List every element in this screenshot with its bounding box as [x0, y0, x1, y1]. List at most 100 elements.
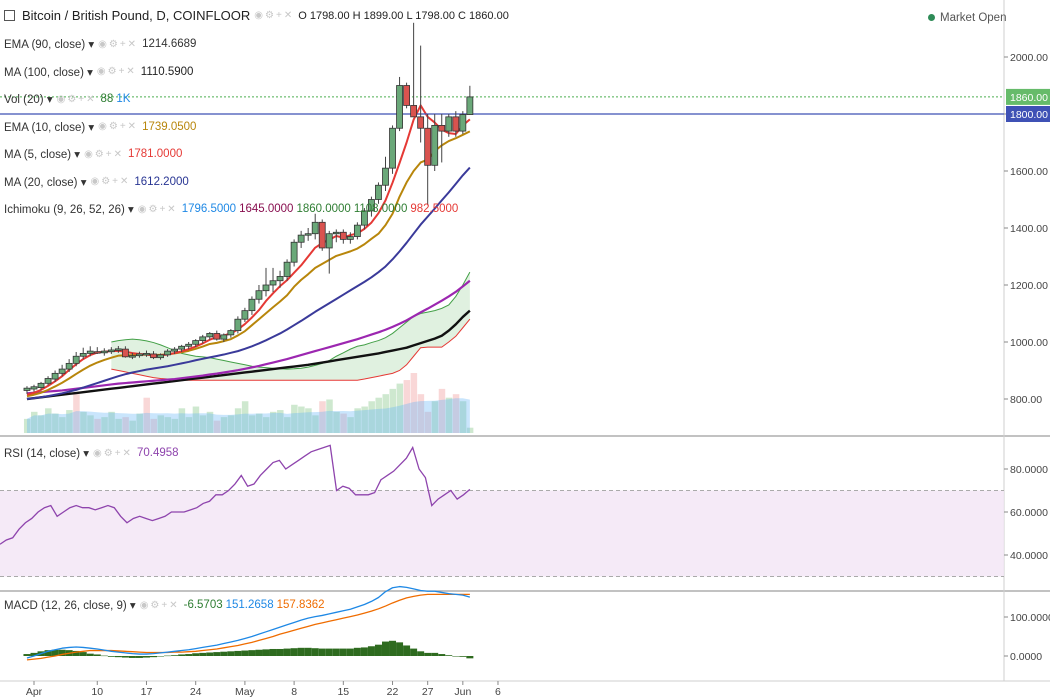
legend-controls[interactable]: ◉⚙+✕ — [96, 66, 137, 77]
macd-histogram-bar — [332, 648, 340, 656]
legend-controls[interactable]: ◉⚙+✕ — [137, 203, 178, 215]
macd-histogram-bar — [128, 656, 136, 658]
candle-body — [283, 261, 291, 277]
collapse-icon[interactable] — [4, 10, 15, 21]
candle-body — [86, 350, 94, 354]
legend-controls[interactable]: ◉⚙+✕ — [98, 38, 139, 50]
volume-bar — [234, 408, 242, 433]
indicator-legend[interactable]: MA (100, close) ▾ ◉⚙+✕ 1110.5900 — [4, 65, 196, 79]
candle-body — [220, 334, 228, 340]
candle-body — [389, 127, 396, 169]
macd-histogram-bar — [269, 648, 277, 656]
chart-title: Bitcoin / British Pound, D, COINFLOOR — [22, 8, 251, 23]
legend-controls[interactable]: ◉⚙+✕ — [254, 10, 295, 21]
chart-title-bar: Bitcoin / British Pound, D, COINFLOOR ◉⚙… — [4, 8, 509, 23]
candle-body — [227, 330, 235, 336]
volume-bar — [66, 410, 73, 433]
candle-body — [325, 233, 333, 249]
candle-body — [157, 354, 164, 359]
volume-bar — [45, 408, 52, 433]
macd-histogram-bar — [121, 656, 129, 658]
candle-body — [213, 333, 221, 340]
legend-controls[interactable]: ◉⚙+✕ — [139, 599, 180, 611]
macd-histogram-bar — [417, 651, 425, 656]
indicator-legend-value: 1781.0000 — [128, 148, 183, 160]
volume-bar — [136, 413, 143, 433]
macd-legend-value: 151.2658 — [225, 599, 274, 611]
volume-bar — [438, 388, 446, 433]
ohlc-readout: O 1798.00 H 1899.00 L 1798.00 C 1860.00 — [298, 9, 509, 22]
rsi-axis-tick-label: 60.0000 — [1010, 507, 1048, 519]
indicator-legend-value: 1108.0000 — [353, 203, 408, 215]
volume-ma-area — [26, 398, 470, 433]
volume-bar — [396, 383, 404, 433]
volume-bar — [284, 417, 291, 433]
indicator-legend[interactable]: Vol (20) ▾ ◉⚙+✕ 88 1K — [4, 92, 133, 106]
volume-bar — [361, 406, 368, 433]
macd-histogram-bar — [241, 650, 249, 656]
volume-bar — [185, 417, 193, 433]
macd-histogram-bar — [431, 652, 439, 656]
volume-bar — [291, 404, 298, 433]
rsi-band — [0, 490, 1004, 577]
macd-histogram-bar — [353, 647, 361, 656]
candle-body — [143, 352, 150, 356]
macd-histogram-bar — [445, 655, 453, 656]
volume-bar — [94, 418, 101, 433]
volume-bar — [255, 413, 263, 433]
candle-body — [44, 378, 52, 384]
indicator-legend-label: MA (100, close) ▾ — [4, 66, 93, 79]
time-axis-label: May — [235, 686, 256, 698]
macd-histogram-bar — [410, 648, 418, 656]
time-axis-label: 17 — [141, 686, 153, 698]
price-axis-tick-label: 1000.00 — [1010, 337, 1048, 349]
macd-legend[interactable]: MACD (12, 26, close, 9) ▾ ◉⚙+✕ -6.5703 151.… — [4, 598, 328, 612]
candle-body — [114, 348, 122, 351]
price-line-tag-bg — [1006, 106, 1050, 122]
candle-body — [452, 116, 460, 132]
volume-bar — [431, 401, 439, 433]
macd-histogram-bar — [44, 650, 52, 656]
candle-body — [107, 349, 115, 353]
rsi-legend[interactable]: RSI (14, close) ▾ ◉⚙+✕ 70.4958 — [4, 446, 182, 460]
candle-body — [100, 350, 108, 354]
candle-body — [72, 355, 80, 364]
macd-histogram-bar — [185, 654, 193, 656]
legend-controls[interactable]: ◉⚙+✕ — [84, 148, 124, 160]
candle-body — [445, 116, 453, 132]
indicator-legend[interactable]: EMA (90, close) ▾ ◉⚙+✕ 1214.6689 — [4, 37, 199, 51]
macd-histogram-bar — [452, 656, 460, 657]
legend-controls[interactable]: ◉⚙+✕ — [56, 93, 97, 105]
legend-controls[interactable]: ◉⚙+✕ — [90, 176, 131, 187]
volume-bar — [389, 388, 397, 433]
volume-bar — [171, 418, 179, 433]
time-axis-label: 27 — [422, 686, 434, 698]
legend-controls[interactable]: ◉⚙+✕ — [98, 121, 139, 132]
indicator-legend-value: 1K — [116, 93, 131, 105]
volume-bar — [277, 410, 284, 433]
candle-body — [297, 234, 305, 243]
indicator-legend[interactable]: MA (5, close) ▾ ◉⚙+✕ 1781.0000 — [4, 147, 185, 161]
macd-histogram-bar — [107, 656, 115, 657]
indicator-legend[interactable]: Ichimoku (9, 26, 52, 26) ▾ ◉⚙+✕ 1796.5000 1… — [4, 202, 461, 216]
volume-bar — [192, 406, 200, 433]
volume-bar — [403, 380, 411, 433]
macd-histogram-bar — [297, 647, 305, 656]
volume-bar — [38, 415, 45, 433]
candle-body — [255, 290, 263, 300]
indicator-legend[interactable]: MA (20, close) ▾ ◉⚙+✕ 1612.2000 — [4, 175, 192, 189]
volume-bar — [52, 413, 59, 433]
price-axis-tick-label: 2000.00 — [1010, 52, 1048, 64]
macd-histogram-bar — [304, 647, 312, 656]
macd-histogram-bar — [248, 650, 256, 656]
price-axis-tick-label: 1400.00 — [1010, 223, 1048, 235]
macd-histogram-bar — [424, 652, 432, 656]
volume-bar — [143, 397, 150, 433]
indicator-legend[interactable]: EMA (10, close) ▾ ◉⚙+✕ 1739.0500 — [4, 120, 199, 134]
indicator-legend-value: 1739.0500 — [142, 120, 197, 133]
candle-body — [150, 353, 157, 359]
candle-body — [269, 280, 277, 286]
legend-controls[interactable]: ◉⚙+✕ — [93, 447, 133, 459]
candle-body — [396, 85, 403, 129]
